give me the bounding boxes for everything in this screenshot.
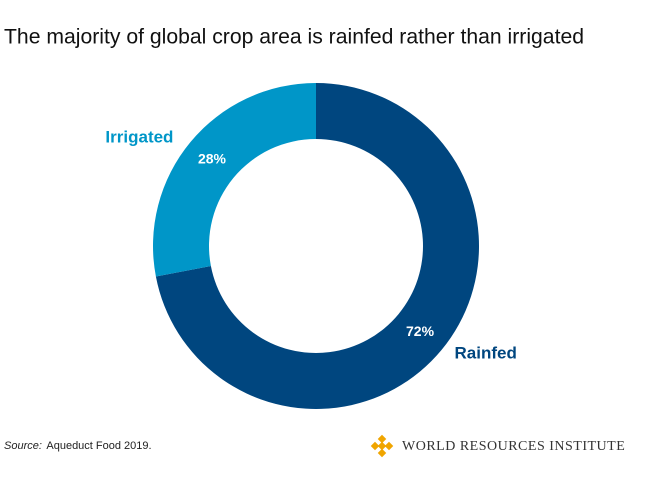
chart-title: The majority of global crop area is rain…: [4, 26, 584, 49]
donut-slice: [155, 83, 479, 409]
source-text: Aqueduct Food 2019.: [46, 440, 151, 452]
source-label: Source:: [4, 440, 42, 452]
category-label: Rainfed: [455, 343, 517, 362]
donut-slice: [152, 83, 316, 277]
category-label: Irrigated: [105, 128, 173, 147]
logo-icon: [370, 434, 394, 458]
logo-text: WORLD RESOURCES INSTITUTE: [402, 439, 625, 454]
value-label: 28%: [198, 151, 227, 167]
source: Source: Aqueduct Food 2019.: [4, 440, 152, 452]
value-label: 72%: [406, 323, 435, 339]
